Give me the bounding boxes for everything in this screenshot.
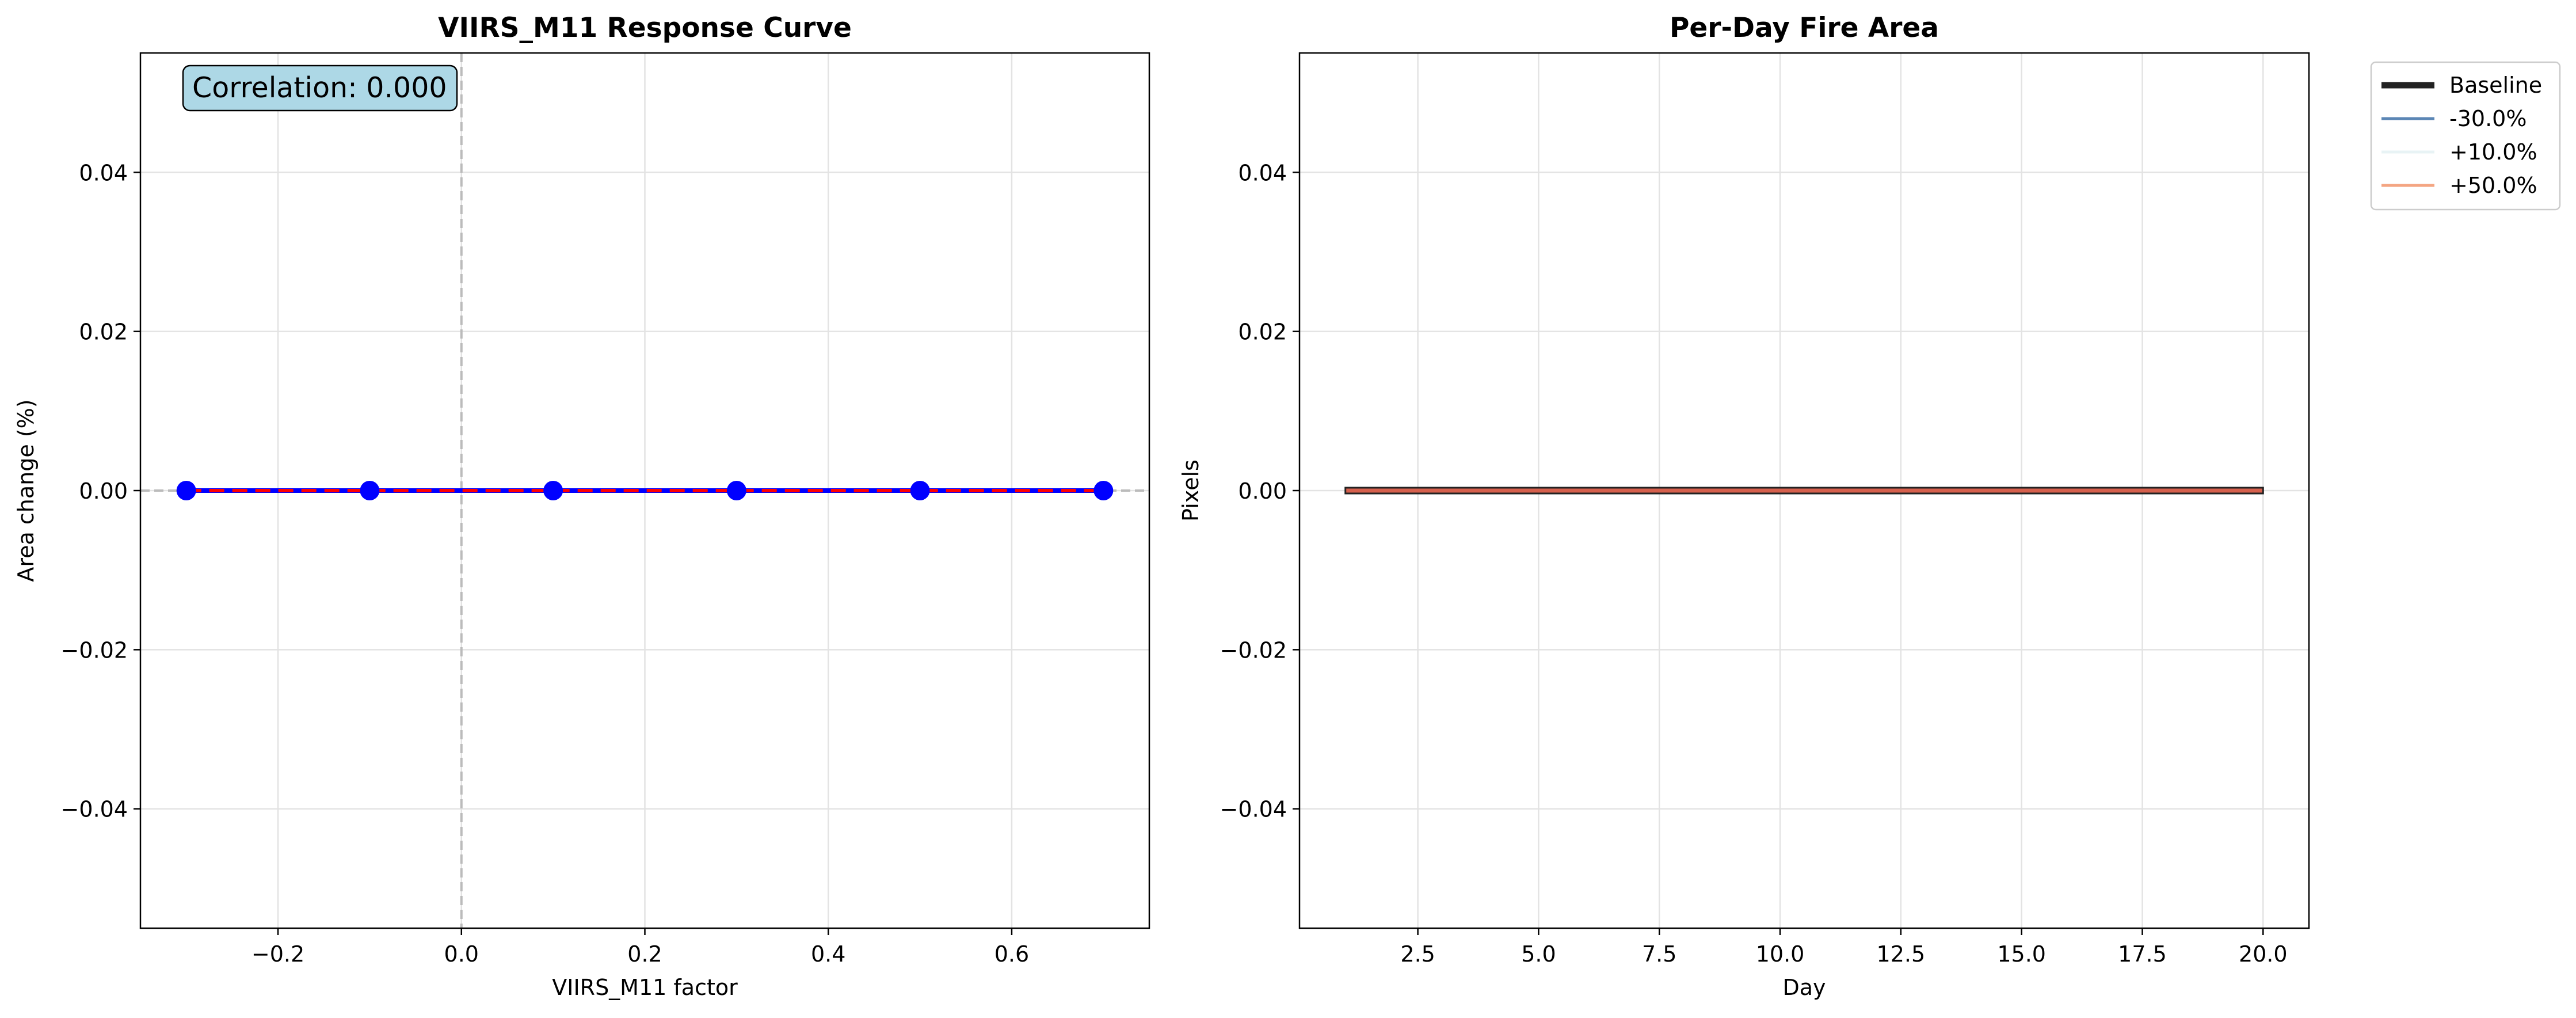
x-ticks: 2.5 5.0 7.5 10.0 12.5 15.0 17.5 20.0 (1400, 928, 2288, 967)
response-curve-panel: −0.2 0.0 0.2 0.4 0.6 0.040.020.00−0.02−0.04 … (13, 12, 1150, 1000)
x-tick-label: 0.0 (444, 941, 479, 967)
legend-label: Baseline (2449, 73, 2542, 98)
y-tick-label: −0.02 (1220, 637, 1287, 663)
correlation-annotation: Correlation: 0.000 (182, 64, 458, 112)
chart-title: VIIRS_M11 Response Curve (438, 12, 852, 44)
x-ticks: −0.2 0.0 0.2 0.4 0.6 (251, 928, 1029, 967)
y-tick-label: 0.00 (1238, 478, 1287, 504)
per-day-fire-area-panel: 2.5 5.0 7.5 10.0 12.5 15.0 17.5 20.0 0.040.020.… (1178, 12, 2310, 1000)
x-tick-label: 17.5 (2118, 941, 2167, 967)
x-tick-label: 0.6 (994, 941, 1029, 967)
data-point (176, 481, 196, 500)
y-axis-label: Pixels (1178, 459, 1203, 522)
legend-label: +10.0% (2449, 139, 2537, 165)
data-point (1093, 481, 1114, 500)
data-point (726, 481, 746, 500)
x-tick-label: 0.4 (811, 941, 845, 967)
legend-label: +50.0% (2449, 173, 2537, 198)
y-tick-label: −0.04 (1220, 797, 1287, 822)
legend: Baseline -30.0% +10.0% +50.0% (2370, 61, 2561, 211)
plot-area (1344, 487, 2264, 495)
legend-box (2370, 61, 2561, 211)
x-tick-label: 7.5 (1642, 941, 1676, 967)
y-tick-label: −0.02 (61, 637, 128, 663)
x-tick-label: 20.0 (2239, 941, 2288, 967)
y-tick-label: 0.04 (79, 160, 128, 185)
x-tick-label: 2.5 (1400, 941, 1435, 967)
legend-label: -30.0% (2449, 106, 2527, 131)
y-ticks: 0.04 0.02 0.00 −0.02 −0.04 (1220, 160, 1300, 822)
x-tick-label: 15.0 (1997, 941, 2046, 967)
x-axis-label: Day (1782, 975, 1826, 1000)
x-tick-label: 12.5 (1877, 941, 1926, 967)
y-tick-label: −0.04 (61, 797, 128, 822)
annotation-text: Correlation: 0.000 (192, 71, 447, 104)
x-tick-label: 10.0 (1756, 941, 1805, 967)
x-axis-label: VIIRS_M11 factor (552, 975, 738, 1000)
x-tick-label: 0.2 (627, 941, 662, 967)
data-point (543, 481, 563, 500)
y-tick-label: 0.02 (79, 320, 128, 345)
y-ticks: 0.04 0.02 0.00 −0.02 −0.04 (61, 160, 140, 822)
y-tick-label: 0.02 (1238, 320, 1287, 345)
data-point (910, 481, 930, 500)
baseline-line (1344, 487, 2264, 495)
plot-area (176, 481, 1114, 500)
annotation-box (182, 64, 458, 112)
data-point (360, 481, 380, 500)
y-tick-label: 0.04 (1238, 160, 1287, 185)
x-tick-label: 5.0 (1521, 941, 1556, 967)
y-axis-label: Area change (%) (13, 399, 39, 582)
x-tick-label: −0.2 (251, 941, 304, 967)
chart-title: Per-Day Fire Area (1670, 12, 1939, 44)
y-tick-label: 0.00 (79, 478, 128, 504)
